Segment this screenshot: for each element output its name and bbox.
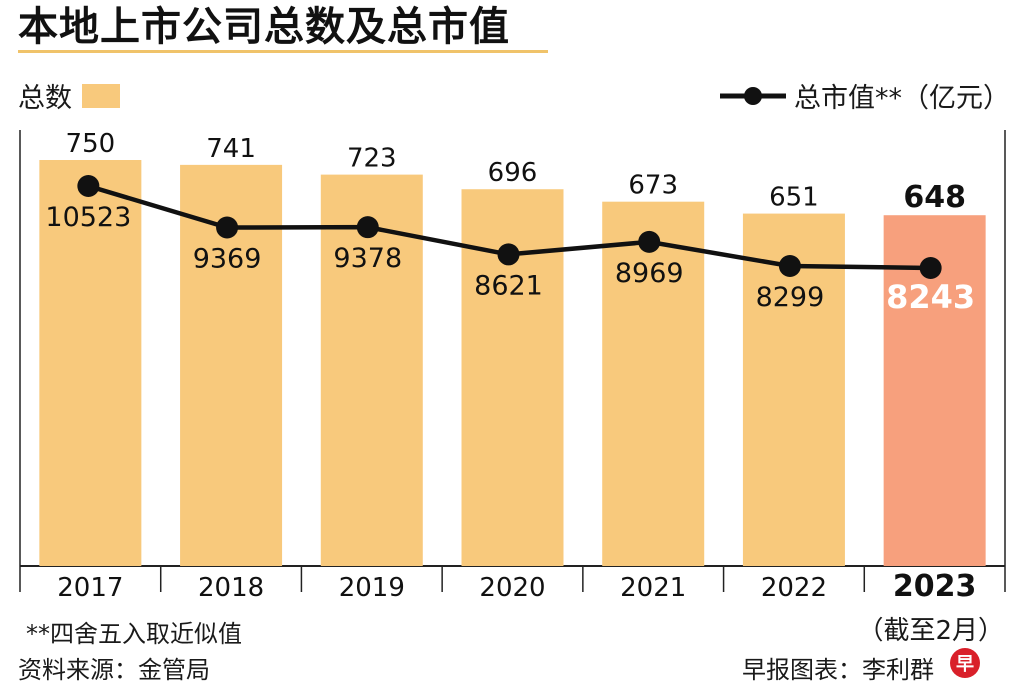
line-label-2023: 8243 xyxy=(886,278,975,316)
source-text: 资料来源：金管局 xyxy=(18,656,210,684)
legend-count-swatch xyxy=(82,83,120,108)
chart-title: 本地上市公司总数及总市值 xyxy=(18,4,510,50)
bar-2019 xyxy=(320,174,423,566)
legend-count: 总数 xyxy=(18,76,120,115)
bar-label-2018: 741 xyxy=(206,134,256,164)
bar-label-2019: 723 xyxy=(347,144,397,174)
line-point-2023 xyxy=(919,257,942,279)
x-label-2021: 2021 xyxy=(620,573,686,603)
bar-label-2022: 651 xyxy=(769,183,819,213)
x-label-2019: 2019 xyxy=(339,573,405,603)
line-label-2019: 9378 xyxy=(333,243,402,274)
bar-label-2023: 648 xyxy=(903,180,966,215)
x-label-2017: 2017 xyxy=(57,573,123,603)
footnote: **四舍五入取近似值 xyxy=(26,620,242,648)
bar-2017 xyxy=(39,160,142,566)
title-underline xyxy=(18,50,548,53)
legend-market-value-label: 总市值**（亿元） xyxy=(794,83,1010,114)
legend-line-icon xyxy=(720,86,786,105)
line-point-2017 xyxy=(77,175,100,197)
line-point-2018 xyxy=(216,216,239,239)
line-point-2020 xyxy=(497,243,520,266)
line-label-2021: 8969 xyxy=(615,258,684,289)
x-label-2018: 2018 xyxy=(198,573,264,603)
line-label-2020: 8621 xyxy=(474,270,543,301)
x-label-2022: 2022 xyxy=(761,573,827,603)
credit-text: 早报图表：李利群 xyxy=(742,656,934,684)
x-label-2020: 2020 xyxy=(479,573,545,603)
legend-market-value: 总市值**（亿元） xyxy=(720,76,1010,115)
bar-label-2017: 750 xyxy=(66,129,116,159)
line-label-2017: 10523 xyxy=(45,202,131,233)
bar-label-2020: 696 xyxy=(488,158,538,188)
bar-label-2021: 673 xyxy=(628,171,678,201)
bar-2021 xyxy=(602,201,705,566)
line-point-2022 xyxy=(778,254,801,277)
line-label-2018: 9369 xyxy=(193,244,262,275)
zaobao-logo: 早 xyxy=(950,648,980,678)
line-point-2021 xyxy=(638,230,661,253)
x-label-2023: 2023 xyxy=(893,569,977,604)
legend-count-label: 总数 xyxy=(18,83,72,114)
year-2023-note: （截至2月） xyxy=(857,616,1004,646)
line-label-2022: 8299 xyxy=(756,282,825,313)
line-point-2019 xyxy=(356,216,379,239)
